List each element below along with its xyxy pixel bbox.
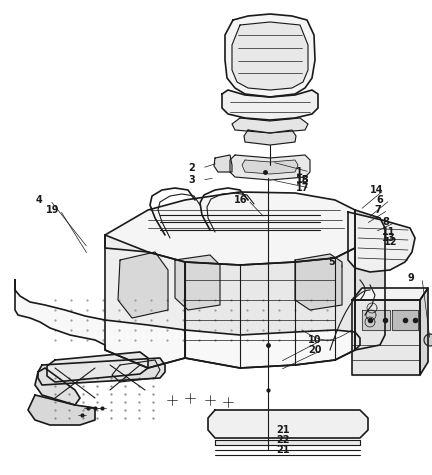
- Polygon shape: [355, 210, 385, 350]
- Polygon shape: [352, 300, 420, 375]
- Polygon shape: [28, 395, 95, 425]
- Polygon shape: [38, 358, 165, 385]
- Text: 21: 21: [276, 445, 289, 455]
- Text: 6: 6: [376, 195, 383, 205]
- Polygon shape: [420, 288, 428, 375]
- Text: 20: 20: [308, 345, 321, 355]
- Polygon shape: [35, 368, 80, 405]
- Polygon shape: [232, 118, 308, 133]
- Polygon shape: [185, 248, 355, 368]
- Polygon shape: [348, 212, 415, 272]
- Text: 8: 8: [382, 217, 389, 227]
- Text: 13: 13: [382, 233, 396, 243]
- Polygon shape: [215, 440, 360, 445]
- Text: 21: 21: [276, 425, 289, 435]
- Text: 10: 10: [308, 335, 321, 345]
- Text: 14: 14: [370, 185, 384, 195]
- Polygon shape: [222, 90, 318, 120]
- Text: 2: 2: [188, 163, 195, 173]
- Text: 3: 3: [188, 175, 195, 185]
- Polygon shape: [392, 310, 418, 330]
- Text: 11: 11: [382, 227, 396, 237]
- Text: 9: 9: [408, 273, 415, 283]
- Polygon shape: [15, 280, 360, 368]
- Text: 22: 22: [276, 435, 289, 445]
- Polygon shape: [47, 352, 148, 382]
- Text: 7: 7: [374, 205, 381, 215]
- Polygon shape: [118, 252, 168, 318]
- Text: 16: 16: [234, 195, 248, 205]
- Polygon shape: [112, 360, 160, 382]
- Text: 4: 4: [36, 195, 43, 205]
- Polygon shape: [232, 22, 308, 90]
- Polygon shape: [230, 155, 310, 180]
- Polygon shape: [105, 192, 355, 265]
- Polygon shape: [214, 155, 232, 172]
- Text: 15: 15: [296, 175, 309, 185]
- Text: 19: 19: [46, 205, 60, 215]
- Polygon shape: [175, 255, 220, 310]
- Polygon shape: [244, 130, 296, 145]
- Polygon shape: [105, 235, 185, 368]
- Text: 17: 17: [296, 183, 309, 193]
- Text: 5: 5: [328, 257, 335, 267]
- Text: 12: 12: [384, 237, 397, 247]
- Polygon shape: [208, 410, 368, 438]
- Text: 1: 1: [296, 167, 303, 177]
- Polygon shape: [352, 288, 428, 300]
- Polygon shape: [242, 160, 298, 174]
- Polygon shape: [424, 334, 432, 346]
- Text: 18: 18: [296, 175, 310, 185]
- Polygon shape: [362, 310, 390, 330]
- Polygon shape: [225, 14, 315, 97]
- Polygon shape: [295, 254, 342, 310]
